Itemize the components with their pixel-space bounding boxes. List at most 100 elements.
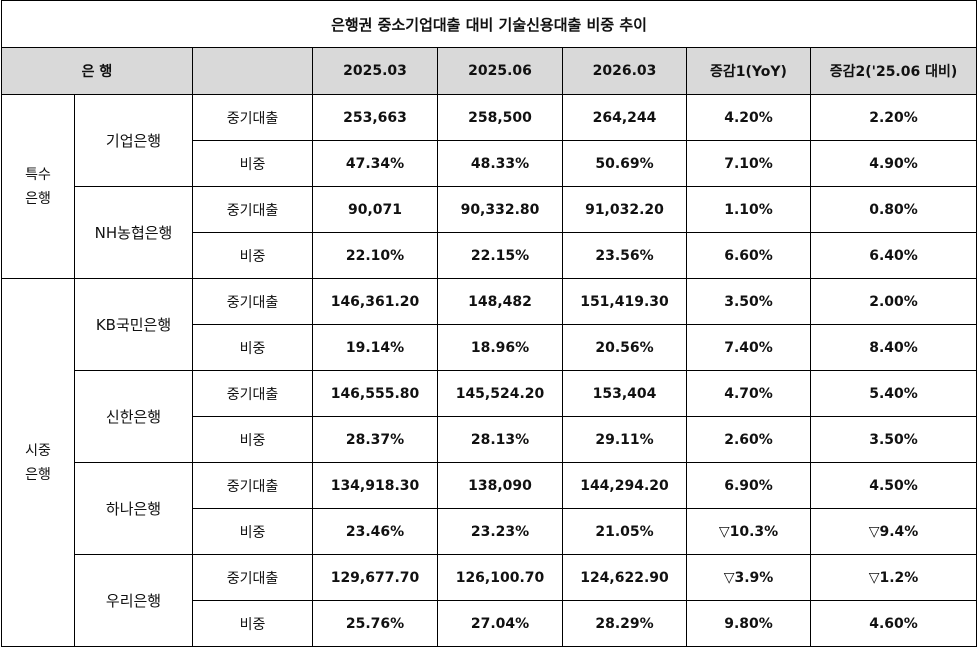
- value-2025-03: 23.46%: [312, 508, 438, 555]
- change-yoy: 6.90%: [686, 462, 811, 509]
- value-2026-03: 50.69%: [562, 140, 687, 187]
- change-vs-2506: 2.00%: [809, 278, 978, 325]
- header-metric: [192, 47, 313, 95]
- table-row: 우리은행 중기대출 129,677.70 126,100.70 124,622.90 ▽3…: [2, 554, 978, 647]
- value-2025-06: 22.15%: [437, 232, 563, 279]
- table-row: 특수 은행 기업은행 중기대출 253,663 258,500 264,244 4.20% 2.…: [1, 94, 978, 279]
- header-2026-03: 2026.03: [562, 47, 687, 95]
- change-yoy: 7.10%: [686, 140, 811, 187]
- metric-label: 비중: [192, 232, 313, 279]
- bank-name: KB국민은행: [74, 278, 193, 371]
- table-row: 하나은행 중기대출 134,918.30 138,090 144,294.20 6.90%…: [2, 462, 978, 555]
- value-2025-06: 27.04%: [437, 600, 563, 647]
- table-row: NH농협은행 중기대출 90,071 90,332.80 91,032.20 1.10% 0…: [2, 186, 978, 279]
- value-2025-03: 25.76%: [312, 600, 438, 647]
- metric-label: 중기대출: [192, 554, 313, 601]
- change-vs-2506: 4.90%: [809, 140, 978, 187]
- value-2026-03: 124,622.90: [562, 554, 687, 601]
- metric-label: 비중: [192, 324, 313, 371]
- value-2026-03: 21.05%: [562, 508, 687, 555]
- value-2026-03: 28.29%: [562, 600, 687, 647]
- change-yoy: ▽3.9%: [686, 554, 811, 601]
- change-vs-2506: 4.60%: [809, 600, 978, 647]
- value-2025-06: 90,332.80: [437, 186, 563, 233]
- change-yoy: 2.60%: [686, 416, 811, 463]
- value-2026-03: 29.11%: [562, 416, 687, 463]
- value-2025-03: 19.14%: [312, 324, 438, 371]
- group-label-line2: 은행: [25, 190, 51, 207]
- change-vs-2506: 5.40%: [809, 370, 978, 417]
- value-2026-03: 264,244: [562, 94, 687, 141]
- table-row: 시중 은행 KB국민은행 중기대출 146,361.20 148,482 151,419.3…: [1, 278, 978, 647]
- metric-label: 중기대출: [192, 278, 313, 325]
- table-row: 비중 28.37% 28.13% 29.11% 2.60% 3.50%: [2, 416, 978, 463]
- value-2025-06: 23.23%: [437, 508, 563, 555]
- metric-label: 중기대출: [192, 370, 313, 417]
- change-yoy: 9.80%: [686, 600, 811, 647]
- metric-label: 비중: [192, 140, 313, 187]
- change-yoy: 6.60%: [686, 232, 811, 279]
- value-2025-03: 28.37%: [312, 416, 438, 463]
- metric-label: 비중: [192, 416, 313, 463]
- value-2025-03: 22.10%: [312, 232, 438, 279]
- value-2025-03: 129,677.70: [312, 554, 438, 601]
- table-row: 비중 19.14% 18.96% 20.56% 7.40% 8.40%: [2, 324, 978, 371]
- group-label-line1: 특수: [25, 166, 51, 183]
- bank-name: 기업은행: [74, 94, 193, 187]
- value-2026-03: 153,404: [562, 370, 687, 417]
- value-2025-03: 47.34%: [312, 140, 438, 187]
- bank-name: 신한은행: [74, 370, 193, 463]
- header-2025-03: 2025.03: [312, 47, 438, 95]
- table-row: 비중 23.46% 23.23% 21.05% ▽10.3% ▽9.4%: [2, 508, 978, 555]
- group-label-line1: 시중: [25, 442, 51, 459]
- value-2025-06: 138,090: [437, 462, 563, 509]
- value-2025-03: 146,555.80: [312, 370, 438, 417]
- change-yoy: ▽10.3%: [686, 508, 811, 555]
- header-2025-06: 2025.06: [437, 47, 563, 95]
- metric-label: 중기대출: [192, 462, 313, 509]
- metric-label: 비중: [192, 600, 313, 647]
- table-row: 비중 25.76% 27.04% 28.29% 9.80% 4.60%: [2, 600, 978, 647]
- table-title: 은행권 중소기업대출 대비 기술신용대출 비중 추이: [0, 0, 978, 48]
- change-yoy: 4.20%: [686, 94, 811, 141]
- change-vs-2506: 8.40%: [809, 324, 978, 371]
- table-row: 신한은행 중기대출 146,555.80 145,524.20 153,404 4.70%…: [2, 370, 978, 463]
- metric-label: 비중: [192, 508, 313, 555]
- value-2025-06: 48.33%: [437, 140, 563, 187]
- bank-name: 우리은행: [74, 554, 193, 647]
- value-2025-06: 148,482: [437, 278, 563, 325]
- change-yoy: 4.70%: [686, 370, 811, 417]
- value-2026-03: 91,032.20: [562, 186, 687, 233]
- change-vs-2506: 0.80%: [809, 186, 978, 233]
- table-row: 비중 47.34% 48.33% 50.69% 7.10% 4.90%: [2, 140, 978, 187]
- bank-name: 하나은행: [74, 462, 193, 555]
- value-2025-03: 146,361.20: [312, 278, 438, 325]
- value-2025-06: 258,500: [437, 94, 563, 141]
- change-vs-2506: 2.20%: [809, 94, 978, 141]
- value-2025-03: 253,663: [312, 94, 438, 141]
- value-2026-03: 151,419.30: [562, 278, 687, 325]
- value-2025-06: 145,524.20: [437, 370, 563, 417]
- header-change-vs-2506: 증감2('25.06 대비): [809, 47, 978, 95]
- change-vs-2506: ▽1.2%: [809, 554, 978, 601]
- value-2026-03: 144,294.20: [562, 462, 687, 509]
- bank-name: NH농협은행: [74, 186, 193, 279]
- group-label-line2: 은행: [25, 466, 51, 483]
- metric-label: 중기대출: [192, 186, 313, 233]
- change-vs-2506: 4.50%: [809, 462, 978, 509]
- value-2026-03: 23.56%: [562, 232, 687, 279]
- change-yoy: 1.10%: [686, 186, 811, 233]
- change-yoy: 7.40%: [686, 324, 811, 371]
- value-2025-06: 126,100.70: [437, 554, 563, 601]
- metric-label: 중기대출: [192, 94, 313, 141]
- value-2025-06: 18.96%: [437, 324, 563, 371]
- change-vs-2506: 3.50%: [809, 416, 978, 463]
- value-2025-06: 28.13%: [437, 416, 563, 463]
- header-change-yoy: 증감1(YoY): [686, 47, 811, 95]
- value-2025-03: 90,071: [312, 186, 438, 233]
- header-bank: 은 행: [1, 47, 193, 95]
- table-row: 비중 22.10% 22.15% 23.56% 6.60% 6.40%: [2, 232, 978, 279]
